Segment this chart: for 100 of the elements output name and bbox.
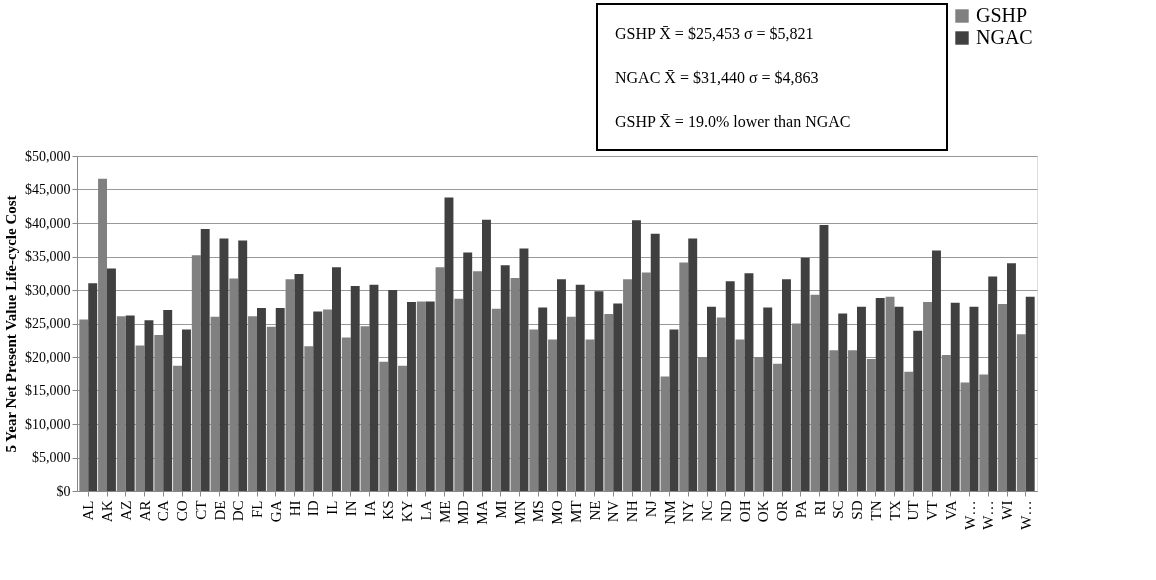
bar — [838, 313, 848, 491]
y-tick-label: $15,000 — [25, 383, 71, 398]
y-tick-label: $50,000 — [25, 148, 71, 164]
bar — [932, 250, 941, 491]
x-tick-label: IN — [342, 500, 359, 517]
bar — [1025, 296, 1035, 491]
x-tick-label: W… — [980, 500, 997, 530]
x-tick-label: OR — [774, 500, 790, 522]
x-tick-label: ME — [436, 500, 453, 523]
bar — [632, 220, 641, 491]
bar — [763, 307, 773, 491]
x-tick-label: NV — [605, 500, 622, 523]
legend-label: NGAC — [976, 26, 1033, 48]
x-tick-label: AK — [99, 500, 115, 523]
x-tick-label: KY — [399, 500, 415, 523]
bar — [425, 301, 435, 491]
bar — [800, 257, 810, 491]
bar — [725, 281, 735, 491]
x-tick-label: MS — [530, 500, 547, 523]
bar — [875, 298, 885, 491]
y-tick-label: $5,000 — [32, 450, 71, 465]
bar — [275, 308, 285, 491]
x-tick-label: ID — [305, 500, 322, 517]
bar — [744, 273, 754, 491]
x-tick-label: TX — [886, 500, 903, 521]
x-tick-label: RI — [811, 500, 828, 516]
bar — [500, 265, 510, 491]
y-tick-label: $20,000 — [25, 349, 71, 365]
bar — [1007, 263, 1016, 491]
x-tick-label: KS — [380, 500, 397, 520]
x-tick-label: NC — [699, 500, 715, 522]
x-tick-label: OH — [736, 500, 753, 523]
x-tick-label: DC — [230, 500, 247, 522]
y-tick-label: $40,000 — [25, 215, 71, 231]
x-tick-label: WI — [999, 500, 1015, 520]
bar — [538, 307, 548, 491]
y-tick-label: $10,000 — [25, 416, 71, 432]
x-tick-label: W… — [961, 500, 978, 530]
bar — [950, 302, 960, 491]
x-tick-label: CO — [174, 500, 190, 522]
bar — [557, 279, 566, 491]
bar — [650, 233, 660, 491]
x-tick-label: NH — [624, 500, 640, 523]
bar — [294, 273, 304, 491]
x-tick-label: NY — [680, 500, 697, 523]
x-tick-label: VT — [924, 500, 940, 521]
x-tick-label: MA — [474, 500, 490, 525]
x-tick-label: DE — [211, 500, 228, 521]
x-tick-label: NE — [586, 500, 603, 521]
x-tick-label: AZ — [117, 500, 134, 521]
bar — [144, 320, 154, 491]
x-tick-label: CT — [192, 500, 209, 520]
bar — [707, 306, 716, 491]
x-tick-label: VA — [942, 500, 959, 521]
x-tick-label: UT — [905, 500, 922, 521]
bar — [688, 238, 698, 491]
y-tick-label: $30,000 — [25, 282, 71, 298]
x-tick-label: FL — [249, 500, 265, 519]
y-tick-label: $0 — [56, 483, 71, 499]
legend-label: GSHP — [976, 4, 1028, 26]
x-tick-label: IL — [324, 500, 340, 515]
x-tick-label: MN — [511, 500, 528, 525]
x-tick-label: SD — [849, 500, 865, 520]
bar — [857, 306, 866, 491]
x-tick-label: HI — [286, 500, 303, 517]
bar — [988, 276, 998, 491]
bar — [257, 308, 266, 491]
y-axis-title: 5 Year Net Present Value Life-cycle Cost — [3, 195, 19, 453]
bar — [819, 225, 829, 491]
x-tick-label: IA — [361, 500, 378, 517]
bar — [613, 303, 623, 491]
y-tick-label: $35,000 — [25, 249, 71, 264]
x-tick-label: GA — [267, 500, 284, 523]
y-tick-label: $25,000 — [25, 316, 71, 331]
x-tick-label: AR — [136, 500, 153, 522]
bar — [200, 229, 210, 491]
text: NGAC X̄ = $31,440 σ = $4,863 — [615, 69, 819, 86]
x-tick-label: ND — [717, 500, 734, 523]
x-tick-label: PA — [792, 500, 809, 519]
bar — [219, 238, 229, 491]
x-tick-label: NM — [661, 500, 678, 525]
x-tick-label: AL — [80, 500, 97, 521]
x-tick-label: TN — [867, 500, 884, 521]
bar — [594, 291, 604, 491]
x-tick-label: W… — [1017, 500, 1034, 530]
bar — [407, 302, 416, 491]
bar — [125, 315, 135, 491]
x-tick-label: OK — [755, 500, 772, 523]
bar — [482, 219, 491, 491]
x-tick-label: LA — [417, 500, 434, 521]
bar — [182, 329, 191, 491]
x-tick-label: MI — [492, 500, 509, 519]
x-tick-label: MT — [567, 500, 584, 523]
y-tick-label: $45,000 — [25, 182, 71, 197]
x-tick-label: SC — [830, 500, 847, 519]
bar — [782, 279, 791, 491]
bar — [388, 290, 398, 491]
x-tick-label: MD — [455, 500, 472, 525]
bar — [107, 268, 116, 491]
bar — [88, 283, 98, 491]
